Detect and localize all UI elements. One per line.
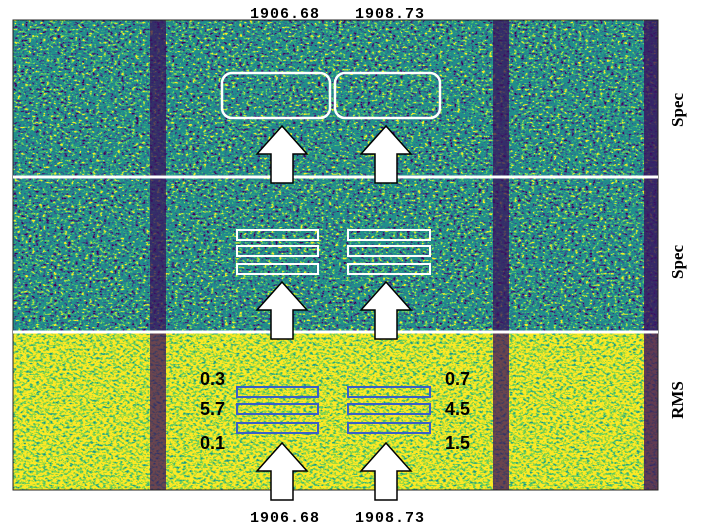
panel-label: Spec — [668, 93, 687, 127]
bottom-wavelength-label: 1906.68 — [250, 510, 320, 527]
line-box — [347, 263, 431, 275]
line-box — [333, 71, 442, 120]
stripe — [644, 20, 658, 490]
stripe — [150, 20, 166, 490]
line-box — [236, 386, 319, 398]
line-box — [347, 229, 431, 241]
arrow — [255, 280, 309, 340]
line-box — [347, 403, 431, 415]
line-box — [347, 245, 431, 257]
rms-value: 4.5 — [445, 399, 470, 419]
spec-panel-image — [13, 176, 658, 333]
stripe — [493, 20, 509, 490]
arrow — [255, 124, 309, 184]
line-box — [347, 386, 431, 398]
line-box — [236, 245, 319, 257]
line-box — [236, 422, 319, 434]
arrow — [359, 441, 413, 501]
arrow — [359, 124, 413, 184]
line-box — [220, 71, 332, 120]
rms-value: 1.5 — [445, 433, 470, 453]
rms-value: 5.7 — [200, 399, 225, 419]
overlay: 0.3 5.7 0.1 0.7 4.5 1.5 — [200, 124, 470, 501]
panel-label: Spec — [668, 245, 687, 279]
top-wavelength-label: 1906.68 — [250, 6, 320, 23]
arrow — [359, 280, 413, 340]
rms-value: 0.7 — [445, 369, 470, 389]
arrow — [255, 441, 309, 501]
line-box — [236, 263, 319, 275]
line-box — [347, 422, 431, 434]
top-wavelength-label: 1908.73 — [355, 6, 425, 23]
bottom-wavelength-label: 1908.73 — [355, 510, 425, 527]
panel-label: RMS — [668, 381, 687, 419]
line-box — [236, 229, 319, 241]
dark-stripes — [150, 20, 658, 490]
rms-panel-image — [13, 333, 658, 490]
rms-value: 0.1 — [200, 433, 225, 453]
line-box — [236, 403, 319, 415]
image-area — [12, 19, 659, 491]
frame — [12, 19, 659, 491]
rms-value: 0.3 — [200, 369, 225, 389]
